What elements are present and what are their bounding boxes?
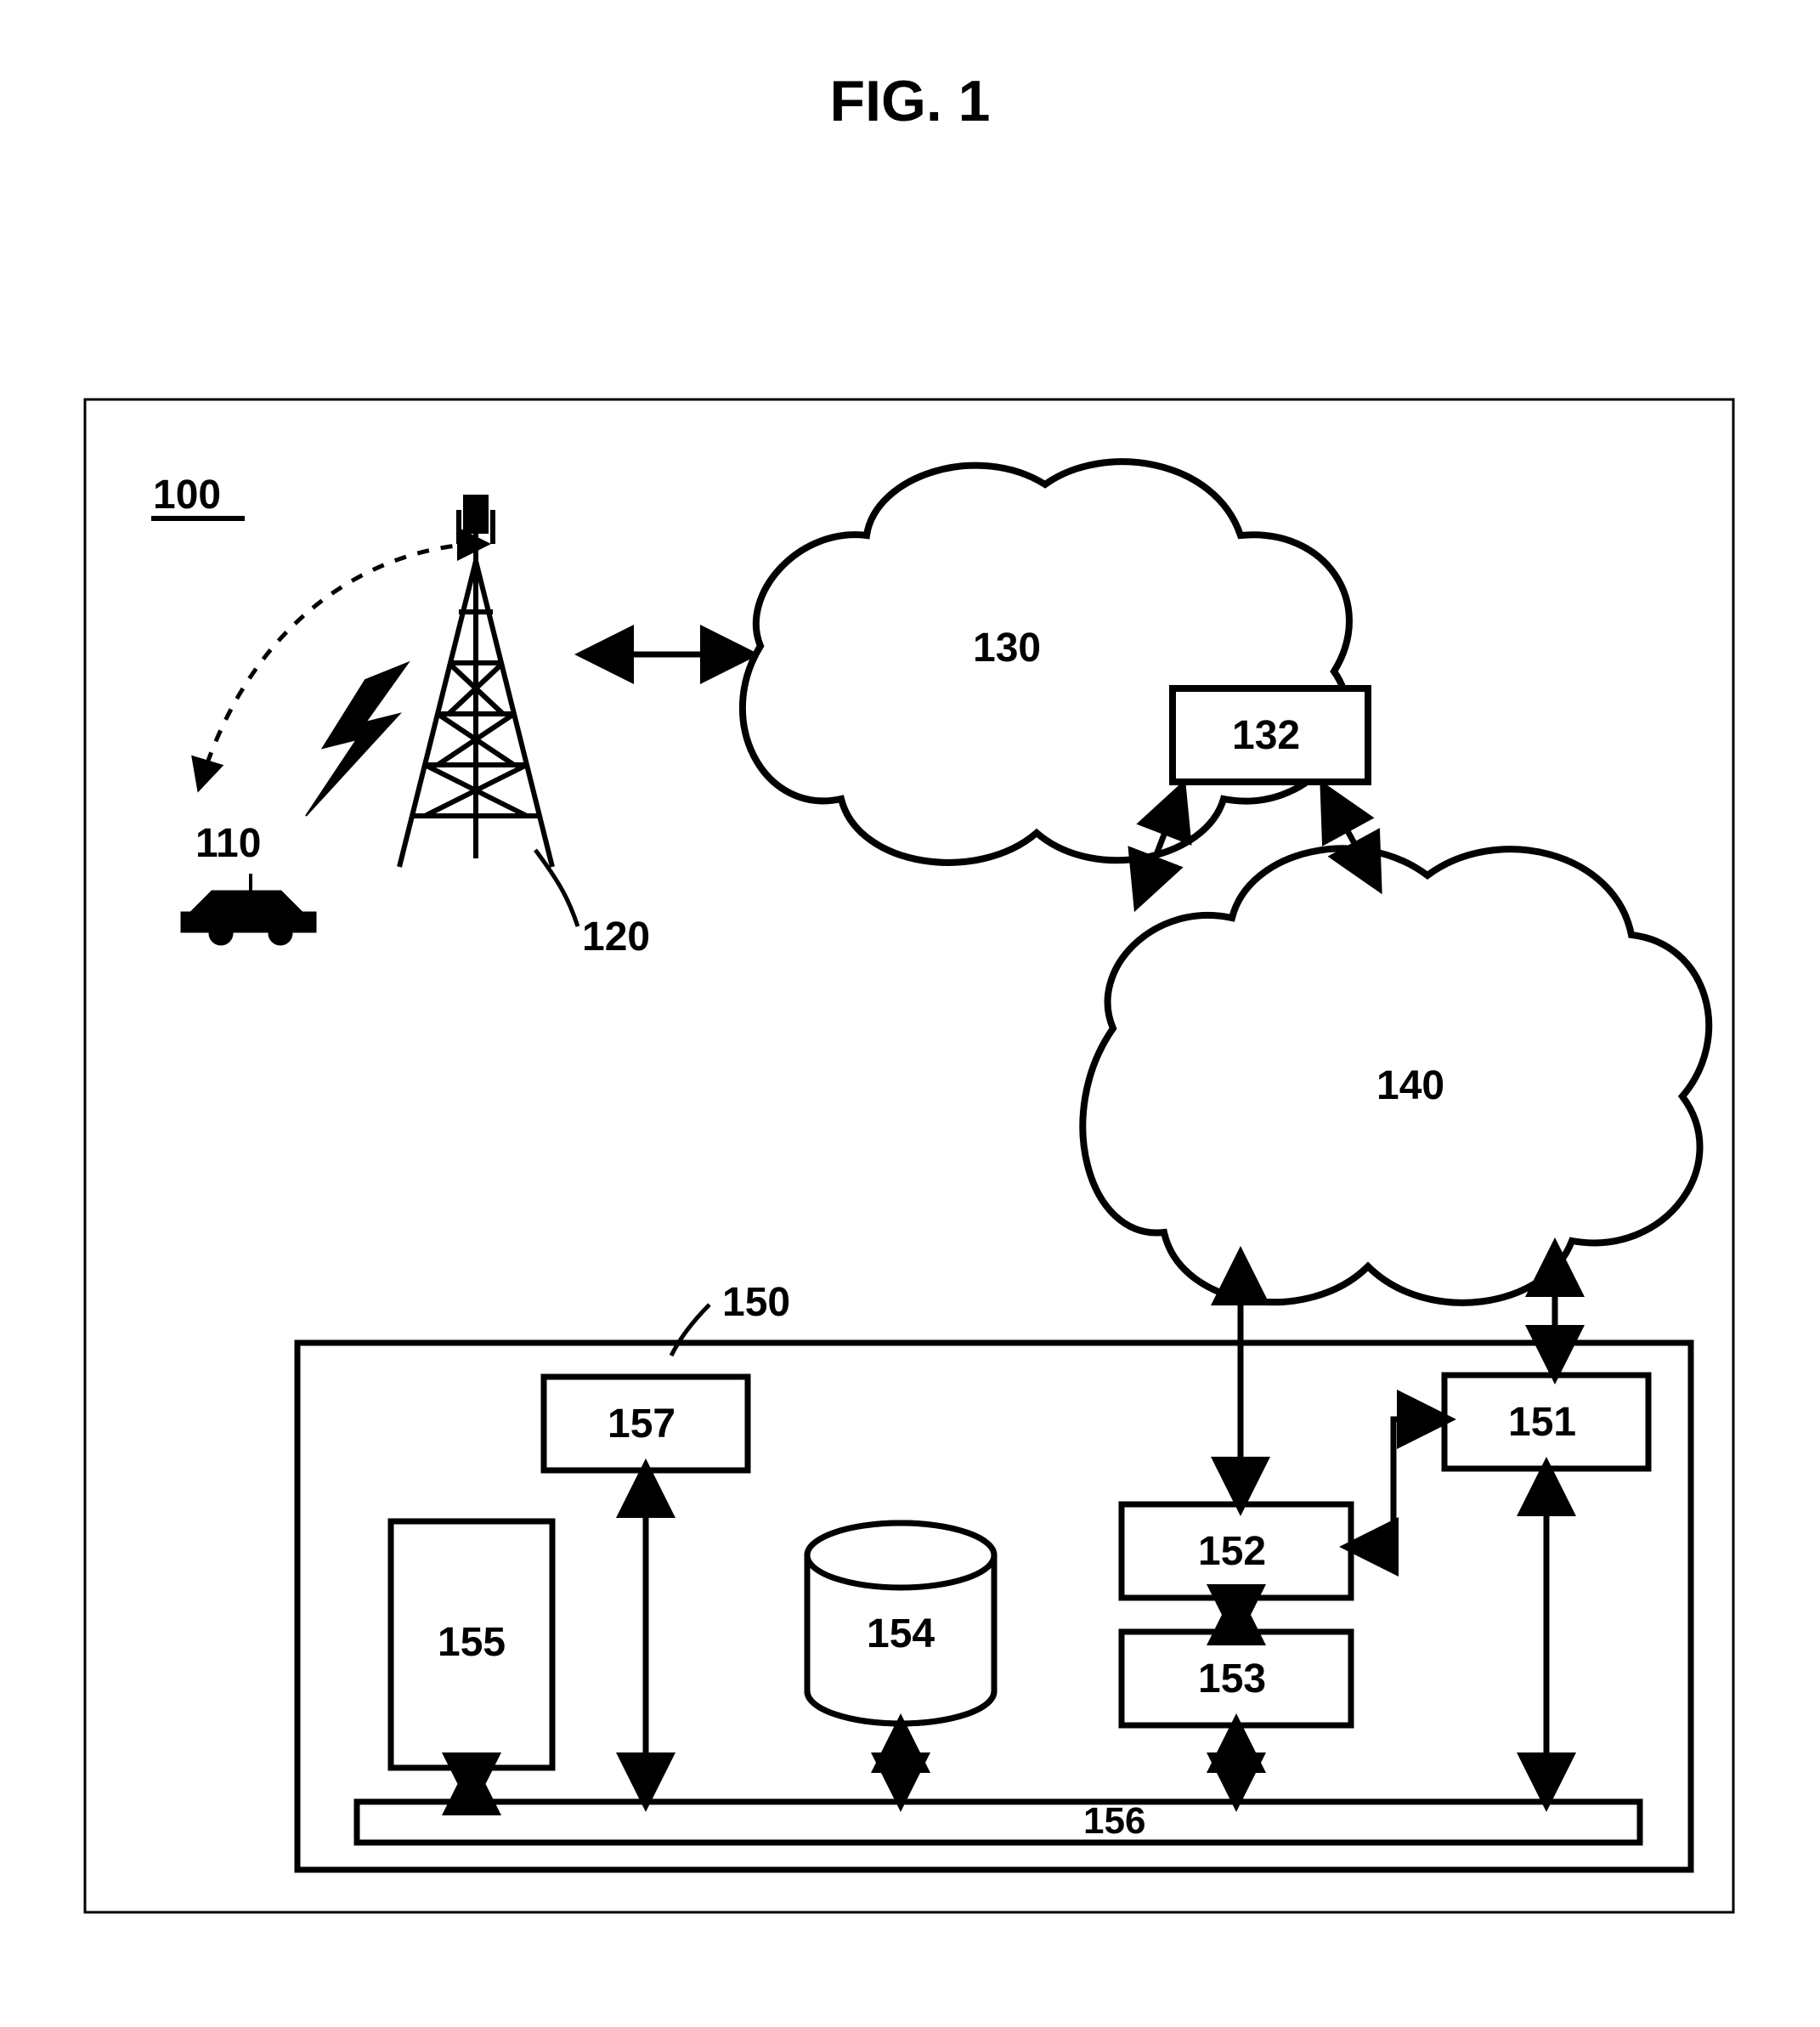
box150-label: 150 (722, 1279, 790, 1326)
db-label: 154 (867, 1611, 935, 1657)
vehicle-label: 110 (195, 820, 261, 867)
system-label: 100 (153, 472, 221, 518)
gateway-label: 132 (1232, 712, 1300, 759)
leader-120 (535, 850, 578, 926)
bus-156 (357, 1802, 1640, 1843)
box153-label: 153 (1198, 1656, 1266, 1702)
page: FIG. 1 (0, 0, 1820, 2027)
box157-label: 157 (608, 1401, 675, 1447)
car-icon (183, 874, 314, 943)
box155-label: 155 (438, 1619, 506, 1666)
rf-arc (200, 544, 484, 786)
bus-label: 156 (1083, 1800, 1145, 1843)
cloud-130 (743, 461, 1349, 863)
cloud2-label: 140 (1376, 1062, 1444, 1109)
lightning-icon (306, 663, 408, 816)
diagram-svg (0, 0, 1820, 2027)
box151-label: 151 (1508, 1399, 1576, 1446)
cloud1-label: 130 (973, 625, 1041, 671)
box152-label: 152 (1198, 1528, 1266, 1575)
tower-label: 120 (582, 914, 650, 960)
